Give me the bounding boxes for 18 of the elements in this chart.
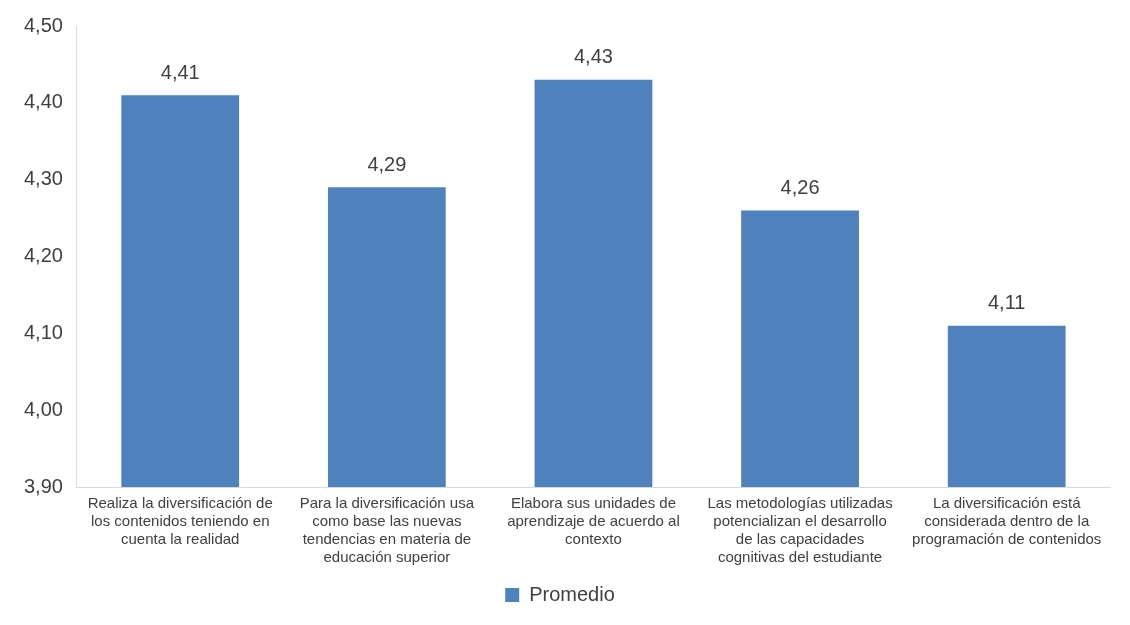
x-tick-label: Las metodologías utilizadas potencializan el desarrollo de las capacidades cognitivas del estudiante <box>707 494 893 566</box>
x-tick-label: Para la diversificación usa como base las nuevas tendencias en materia de educación superior <box>299 494 475 566</box>
data-label: 4,41 <box>160 60 200 83</box>
y-tick-label: 4,50 <box>23 13 63 36</box>
x-tick-label: Elabora sus unidades de aprendizaje de acuerdo al contexto <box>507 494 680 548</box>
y-tick-label: 3,90 <box>23 474 63 497</box>
x-tick-label: La diversificación está considerada dentro de la programación de contenidos <box>912 494 1102 548</box>
data-label: 4,43 <box>573 45 613 68</box>
data-label: 4,11 <box>987 291 1026 314</box>
data-label: 4,29 <box>367 152 407 175</box>
legend-label: Promedio <box>529 582 615 605</box>
y-tick-label: 4,20 <box>23 244 63 267</box>
y-tick-label: 4,10 <box>23 320 63 343</box>
y-tick-label: 4,40 <box>23 90 63 113</box>
y-tick-label: 4,30 <box>23 167 63 190</box>
x-tick-label: Realiza la diversificación de los contenidos teniendo en cuenta la realidad <box>87 494 273 548</box>
y-tick-label: 4,00 <box>23 397 63 420</box>
data-label: 4,26 <box>780 175 820 198</box>
